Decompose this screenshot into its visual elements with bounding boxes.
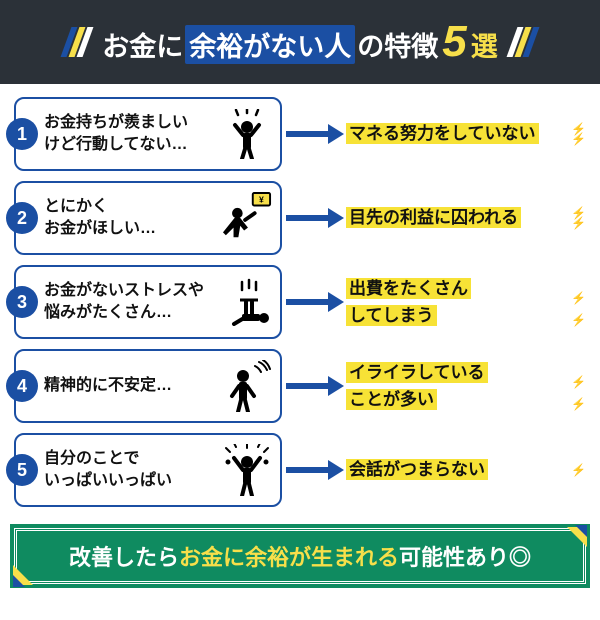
bolt-icon: ⚡: [571, 397, 586, 411]
footer-band: 改善したらお金に余裕が生まれる可能性あり◎: [14, 528, 586, 584]
arrow-icon: [282, 287, 346, 317]
header-number: 5: [442, 17, 466, 67]
svg-text:¥: ¥: [259, 195, 264, 205]
item-left-text: お金がないストレスや 悩みがたくさん…: [44, 280, 204, 323]
bolt-icon: ⚡: [571, 132, 586, 146]
arrow-icon: [282, 371, 346, 401]
header-band: お金に 余裕がない人 の特徴 5 選: [0, 0, 600, 84]
corner-decoration-icon: [567, 527, 587, 547]
header-pre: お金に: [102, 25, 183, 64]
item-right-text: 出費をたくさん ⚡ してしまう ⚡: [346, 275, 586, 329]
item-row: 5 自分のことで いっぱいいっぱい: [14, 432, 586, 508]
content-area: 1 お金持ちが羨ましい けど行動してない…: [0, 84, 600, 524]
item-left-text: お金持ちが羨ましい けど行動してない…: [44, 112, 188, 155]
header-post2: 選: [471, 25, 498, 64]
item-right-text: マネる努力をしていない ⚡ ⚡: [346, 120, 586, 147]
item-right-text: 目先の利益に囚われる ⚡ ⚡: [346, 204, 586, 231]
chase-money-icon: ¥: [222, 191, 272, 245]
bolt-icon: ⚡: [571, 313, 586, 327]
item-right-text: 会話がつまらない ⚡: [346, 456, 586, 483]
item-row: 1 お金持ちが羨ましい けど行動してない…: [14, 96, 586, 172]
header-slashes-left: [66, 27, 88, 57]
item-card: 2 とにかく お金がほしい… ¥: [14, 181, 282, 255]
frustrated-icon: [222, 109, 272, 159]
item-card: 3 お金がないストレスや 悩みがたくさん…: [14, 265, 282, 339]
item-number-badge: 4: [6, 370, 38, 402]
arrow-icon: [282, 203, 346, 233]
overwhelmed-icon: [222, 444, 272, 496]
bolt-icon: ⚡: [571, 291, 586, 305]
bolt-icon: ⚡: [571, 463, 586, 477]
footer-text: 改善したらお金に余裕が生まれる可能性あり◎: [69, 540, 531, 572]
bolt-icon: ⚡: [571, 216, 586, 230]
item-right-text: イライラしている ⚡ ことが多い ⚡: [346, 359, 586, 413]
irritated-icon: [222, 360, 272, 412]
header-title: お金に 余裕がない人 の特徴 5 選: [102, 17, 497, 67]
item-card: 4 精神的に不安定…: [14, 349, 282, 423]
bolt-icon: ⚡: [571, 375, 586, 389]
item-number-badge: 5: [6, 454, 38, 486]
item-row: 4 精神的に不安定…: [14, 348, 586, 424]
arrow-icon: [282, 119, 346, 149]
item-number-badge: 2: [6, 202, 38, 234]
item-row: 2 とにかく お金がほしい… ¥ 目先の利益に囚われ: [14, 180, 586, 256]
item-left-text: とにかく お金がほしい…: [44, 196, 156, 239]
item-number-badge: 3: [6, 286, 38, 318]
item-card: 5 自分のことで いっぱいいっぱい: [14, 433, 282, 507]
header-post1: の特徴: [357, 25, 438, 64]
item-number-badge: 1: [6, 118, 38, 150]
item-left-text: 精神的に不安定…: [44, 375, 172, 397]
collapse-icon: [222, 278, 272, 326]
item-card: 1 お金持ちが羨ましい けど行動してない…: [14, 97, 282, 171]
item-row: 3 お金がないストレスや 悩みがたくさん…: [14, 264, 586, 340]
header-slashes-right: [512, 27, 534, 57]
header-highlight: 余裕がない人: [185, 25, 355, 64]
arrow-icon: [282, 455, 346, 485]
corner-decoration-icon: [13, 565, 33, 585]
item-left-text: 自分のことで いっぱいいっぱい: [44, 448, 172, 491]
